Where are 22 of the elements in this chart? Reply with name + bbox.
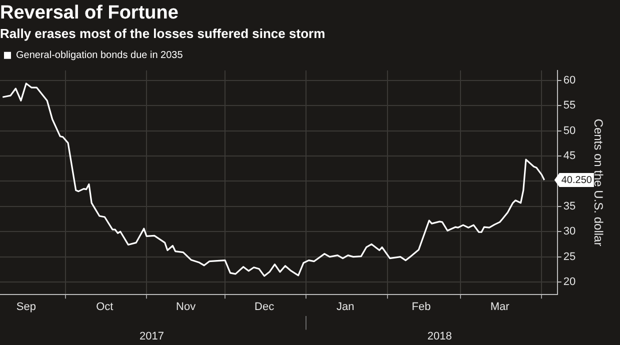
- y-tick-label: 25: [563, 250, 576, 263]
- data-label: 40.250: [561, 175, 592, 186]
- y-tick-label: 30: [563, 226, 576, 238]
- y-tick-label: 55: [563, 100, 576, 112]
- x2-tick-label: 2017: [140, 330, 164, 342]
- y-tick-label: 60: [563, 74, 576, 87]
- x-tick-label: Nov: [176, 301, 196, 314]
- x-tick-label: Oct: [96, 301, 114, 314]
- x2-tick-label: 2018: [427, 330, 452, 342]
- x-tick-label: Feb: [412, 301, 431, 314]
- x-tick-label: Jan: [336, 301, 354, 314]
- x-tick-label: Mar: [490, 301, 510, 314]
- chart-subtitle: Rally erases most of the losses suffered since storm: [0, 26, 326, 42]
- legend-label: General-obligation bonds due in 2035: [16, 50, 184, 62]
- x-tick-label: Sep: [16, 301, 36, 314]
- chart-title: Reversal of Fortune: [0, 2, 178, 24]
- x-tick-label: Dec: [254, 301, 275, 314]
- y-tick-label: 50: [563, 124, 576, 137]
- y-tick-label: 35: [563, 200, 576, 212]
- y-tick-label: 20: [563, 276, 576, 288]
- y-axis-title: Cents on the U.S. dollar: [591, 118, 606, 246]
- y-tick-label: 45: [563, 150, 576, 162]
